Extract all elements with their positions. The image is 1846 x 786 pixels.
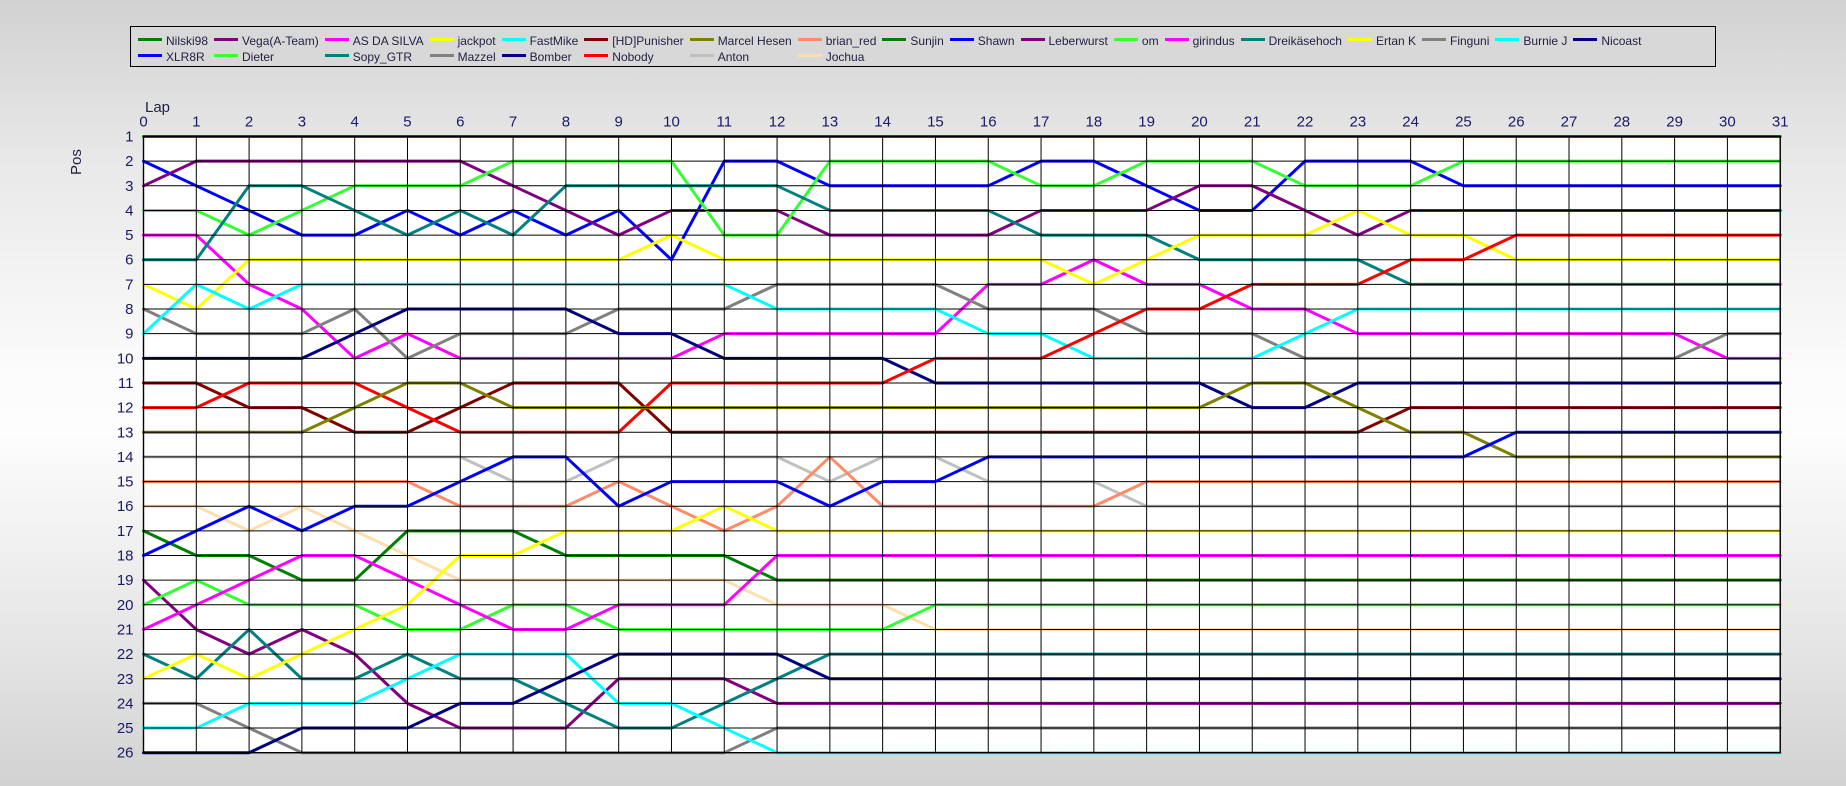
svg-text:21: 21 bbox=[1244, 114, 1261, 131]
svg-text:5: 5 bbox=[403, 114, 411, 131]
svg-text:25: 25 bbox=[117, 720, 134, 737]
svg-text:15: 15 bbox=[117, 474, 134, 491]
svg-text:18: 18 bbox=[117, 548, 134, 565]
svg-text:26: 26 bbox=[117, 745, 134, 762]
svg-text:26: 26 bbox=[1508, 114, 1525, 131]
svg-text:11: 11 bbox=[716, 114, 732, 131]
svg-text:23: 23 bbox=[1349, 114, 1366, 131]
svg-text:13: 13 bbox=[117, 424, 134, 441]
svg-text:6: 6 bbox=[456, 114, 464, 131]
svg-text:4: 4 bbox=[125, 202, 133, 219]
svg-text:7: 7 bbox=[125, 276, 133, 293]
svg-text:17: 17 bbox=[1033, 114, 1050, 131]
svg-text:9: 9 bbox=[614, 114, 622, 131]
svg-text:3: 3 bbox=[125, 178, 133, 195]
svg-text:8: 8 bbox=[125, 301, 133, 318]
svg-text:10: 10 bbox=[117, 350, 134, 367]
svg-text:21: 21 bbox=[117, 621, 134, 638]
svg-text:9: 9 bbox=[125, 326, 133, 343]
svg-text:24: 24 bbox=[1402, 114, 1419, 131]
svg-text:29: 29 bbox=[1666, 114, 1683, 131]
svg-text:12: 12 bbox=[769, 114, 786, 131]
svg-text:7: 7 bbox=[509, 114, 517, 131]
svg-text:4: 4 bbox=[351, 114, 359, 131]
svg-text:18: 18 bbox=[1085, 114, 1102, 131]
svg-text:10: 10 bbox=[663, 114, 680, 131]
svg-text:25: 25 bbox=[1455, 114, 1472, 131]
svg-text:8: 8 bbox=[562, 114, 570, 131]
svg-text:11: 11 bbox=[118, 375, 134, 392]
svg-text:0: 0 bbox=[139, 114, 147, 131]
svg-text:13: 13 bbox=[822, 114, 839, 131]
svg-text:19: 19 bbox=[1138, 114, 1155, 131]
svg-text:3: 3 bbox=[298, 114, 306, 131]
svg-text:27: 27 bbox=[1561, 114, 1578, 131]
svg-text:20: 20 bbox=[117, 597, 134, 614]
svg-text:15: 15 bbox=[927, 114, 944, 131]
svg-text:12: 12 bbox=[117, 400, 134, 417]
svg-text:22: 22 bbox=[117, 646, 134, 663]
svg-text:16: 16 bbox=[117, 498, 134, 515]
svg-text:24: 24 bbox=[117, 695, 134, 712]
svg-text:28: 28 bbox=[1613, 114, 1630, 131]
svg-text:1: 1 bbox=[192, 114, 200, 131]
svg-text:2: 2 bbox=[245, 114, 253, 131]
svg-text:16: 16 bbox=[980, 114, 997, 131]
svg-text:23: 23 bbox=[117, 671, 134, 688]
svg-text:5: 5 bbox=[125, 227, 133, 244]
svg-text:31: 31 bbox=[1772, 114, 1789, 131]
svg-text:30: 30 bbox=[1719, 114, 1736, 131]
svg-text:2: 2 bbox=[125, 153, 133, 170]
svg-text:6: 6 bbox=[125, 252, 133, 269]
svg-text:14: 14 bbox=[117, 449, 134, 466]
svg-text:1: 1 bbox=[125, 129, 133, 146]
svg-text:19: 19 bbox=[117, 572, 134, 589]
svg-text:22: 22 bbox=[1297, 114, 1314, 131]
svg-text:20: 20 bbox=[1191, 114, 1208, 131]
svg-text:17: 17 bbox=[117, 523, 134, 540]
svg-text:14: 14 bbox=[874, 114, 891, 131]
